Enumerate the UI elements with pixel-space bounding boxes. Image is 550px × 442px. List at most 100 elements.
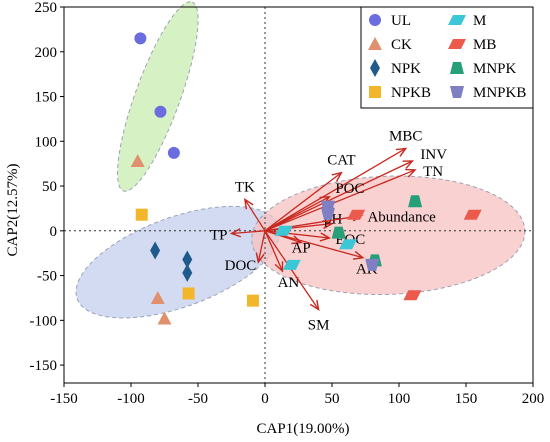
legend-marker-mb (448, 39, 466, 49)
legend: UL CK NPK NPKB M MB MNPK MNPKB (360, 6, 534, 109)
vector-tn (264, 169, 416, 232)
arrowhead-mbc (395, 147, 408, 157)
legend-label-ck: CK (391, 37, 412, 53)
arrowhead-inv (402, 160, 414, 169)
point-npk-2 (182, 250, 193, 269)
arrowhead-sm (309, 299, 320, 312)
x-tick-label-100: 100 (388, 391, 411, 407)
y-axis-title: CAP2(12.57%) (5, 164, 21, 257)
arrowhead-ak (352, 250, 365, 260)
legend-label-mnpkb: MNPKB (473, 85, 526, 101)
arrowhead-eoc (319, 232, 332, 242)
vector-inv (264, 160, 413, 232)
legend-marker-m (448, 15, 466, 25)
arrowhead-tn (405, 168, 417, 178)
y-tick-label-250: 250 (35, 0, 58, 16)
vector-label-mbc: MBC (389, 128, 422, 144)
point-mnpk-1 (331, 226, 346, 239)
vector-label-tp: TP (210, 227, 228, 243)
axes-layer: -150 -100 -50 0 50 100 150 200 -150 -100 -50 0 50 100… (30, 0, 545, 407)
legend-box (360, 6, 534, 109)
point-ul-3 (167, 146, 180, 159)
point-mb-3 (463, 209, 482, 220)
vector-label-doc: DOC (225, 258, 257, 274)
y-tick-label-150: 150 (35, 90, 58, 106)
legend-label-mnpk: MNPK (473, 61, 517, 77)
vector-mbc (264, 147, 407, 232)
vector-label-inv: INV (420, 147, 447, 163)
x-tick-label--150: -150 (50, 391, 78, 407)
arrowhead-tk (243, 198, 254, 210)
legend-marker-npk (370, 59, 380, 77)
legend-label-npkb: NPKB (391, 85, 431, 101)
vectors-layer: MBCINVTNCATTKTPPOCpHAbundanceEOCAPDOCANA… (210, 128, 447, 333)
vector-doc (257, 230, 266, 263)
ellipses-layer (75, 1, 526, 319)
vector-tp (231, 230, 266, 235)
arrowhead-doc (255, 252, 265, 264)
legend-label-npk: NPK (391, 61, 421, 77)
x-tick-label-0: 0 (261, 391, 269, 407)
point-npk-3 (182, 263, 193, 282)
vector-poc (264, 196, 330, 232)
vector-label-abundance: Abundance (367, 210, 436, 226)
arrowhead-an (274, 261, 284, 273)
reference-lines (64, 7, 533, 383)
point-mb-1 (347, 209, 366, 220)
y-tick-label-50: 50 (42, 179, 57, 195)
legend-marker-npkb (369, 86, 381, 98)
vector-label-tn: TN (423, 164, 443, 180)
vector-an (264, 230, 284, 272)
ellipse-ul (117, 1, 199, 192)
vector-eoc (264, 230, 330, 239)
plot-frame (63, 6, 534, 384)
arrowhead-tp (229, 228, 242, 238)
vector-label-ap: AP (292, 240, 311, 256)
point-ck-1 (130, 153, 145, 167)
arrowhead-ap (291, 235, 303, 245)
point-npkb-2 (182, 287, 195, 300)
y-tick-label-100: 100 (35, 134, 58, 150)
y-tick-label--50: -50 (37, 269, 57, 285)
y-tick-label--100: -100 (30, 313, 58, 329)
legend-marker-mnpkb (450, 86, 464, 98)
legend-label-m: M (473, 13, 486, 29)
point-m-1 (274, 225, 293, 236)
vector-label-an: AN (278, 275, 300, 291)
vector-tk (244, 199, 266, 232)
x-tick-label--50: -50 (188, 391, 208, 407)
legend-label-mb: MB (473, 37, 496, 53)
point-npk-1 (150, 241, 161, 260)
arrowhead-cat (331, 171, 343, 182)
vector-sm (264, 230, 320, 310)
y-tick-label--150: -150 (30, 358, 58, 374)
point-mb-2 (403, 290, 422, 301)
point-mnpkb-2 (320, 207, 335, 220)
y-tick-label-0: 0 (50, 224, 58, 240)
legend-marker-mnpk (450, 62, 464, 74)
x-axis-title: CAP1(19.00%) (257, 421, 350, 437)
vector-cat (264, 172, 342, 232)
point-npkb-1 (135, 208, 148, 221)
point-npkb-3 (246, 294, 259, 307)
point-mnpk-3 (408, 195, 423, 208)
vector-label-cat: CAT (327, 153, 355, 169)
point-ul-1 (134, 32, 147, 45)
legend-marker-ck (368, 37, 382, 50)
vector-label-poc: POC (335, 181, 364, 197)
point-ul-2 (154, 105, 167, 118)
point-m-2 (282, 259, 301, 270)
point-ck-2 (150, 290, 165, 304)
x-tick-label--100: -100 (117, 391, 145, 407)
legend-marker-ul (369, 14, 381, 26)
vector-label-tk: TK (235, 179, 255, 195)
legend-label-ul: UL (391, 13, 411, 29)
vector-label-sm: SM (308, 318, 330, 334)
x-tick-label-150: 150 (455, 391, 478, 407)
y-tick-label-200: 200 (35, 45, 58, 61)
x-tick-label-50: 50 (325, 391, 340, 407)
point-m-3 (339, 239, 358, 250)
points-layer (130, 32, 482, 325)
